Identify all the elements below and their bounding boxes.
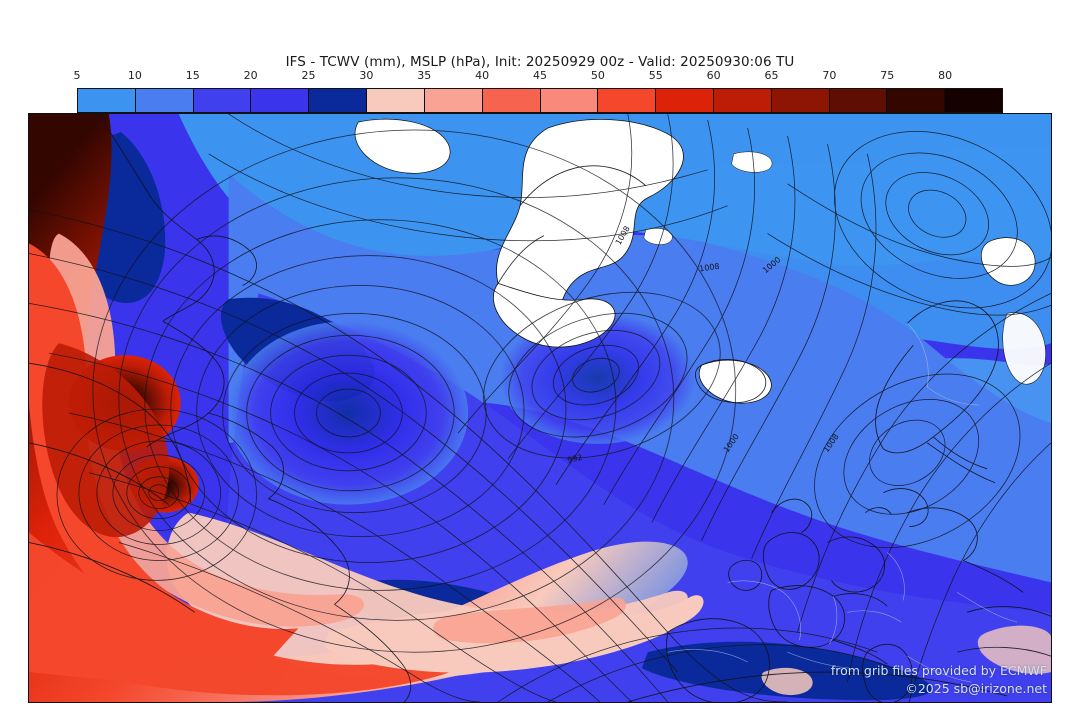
colorbar-tick-65: 65 bbox=[764, 69, 779, 82]
colorbar-tick-30: 30 bbox=[359, 69, 374, 82]
svg-text:1008: 1008 bbox=[699, 262, 720, 274]
tcwv-south-tongue-core bbox=[433, 597, 627, 644]
colorbar-swatch-7 bbox=[482, 89, 541, 112]
colorbar-swatch-1 bbox=[135, 89, 194, 112]
colorbar-swatch-6 bbox=[424, 89, 483, 112]
small-island-mask-a bbox=[643, 228, 673, 245]
colorbar-swatch-15 bbox=[945, 89, 1002, 112]
colorbar-tick-35: 35 bbox=[417, 69, 432, 82]
small-island-mask-b bbox=[731, 151, 773, 173]
coastlines bbox=[29, 114, 1051, 702]
colorbar-tick-80: 80 bbox=[938, 69, 953, 82]
colorbar-swatches bbox=[77, 88, 1003, 113]
colorbar-swatch-10 bbox=[656, 89, 714, 112]
colorbar-swatch-14 bbox=[887, 89, 946, 112]
colorbar-tick-70: 70 bbox=[822, 69, 837, 82]
colorbar-swatch-3 bbox=[251, 89, 310, 112]
colorbar-swatch-0 bbox=[78, 89, 136, 112]
tcwv-red-band-2 bbox=[29, 532, 467, 696]
colorbar-swatch-12 bbox=[771, 89, 830, 112]
colorbar-swatch-2 bbox=[193, 89, 252, 112]
colorbar-swatch-9 bbox=[598, 89, 657, 112]
svalbard-mask bbox=[980, 237, 1036, 286]
colorbar-tick-60: 60 bbox=[706, 69, 721, 82]
norway-coast-mask bbox=[1002, 312, 1047, 385]
baffin-mask bbox=[354, 118, 451, 174]
colorbar-tick-75: 75 bbox=[880, 69, 895, 82]
tcwv-dark-red-band bbox=[42, 343, 170, 538]
colorbar-tick-labels: 5 10 15 20 25 30 35 40 45 50 55 60 65 70 75 80 bbox=[73, 69, 1003, 85]
colorbar-tick-15: 15 bbox=[185, 69, 200, 82]
svg-text:992: 992 bbox=[566, 453, 583, 465]
colorbar-swatch-5 bbox=[367, 89, 425, 112]
colorbar-swatch-11 bbox=[713, 89, 772, 112]
map-frame[interactable]: 1008 1000 992 1000 1008 1008 bbox=[28, 113, 1052, 703]
page-title: IFS - TCWV (mm), MSLP (hPa), Init: 20250… bbox=[285, 54, 795, 70]
mslp-contours bbox=[29, 114, 1051, 702]
colorbar-tick-50: 50 bbox=[590, 69, 605, 82]
colorbar-swatch-13 bbox=[829, 89, 888, 112]
colorbar-tick-20: 20 bbox=[243, 69, 258, 82]
colorbar-swatch-4 bbox=[309, 89, 368, 112]
tcwv-red-band bbox=[29, 243, 299, 673]
tcwv-aegean-patch bbox=[761, 667, 813, 696]
colorbar-tick-40: 40 bbox=[475, 69, 490, 82]
colorbar-tick-45: 45 bbox=[533, 69, 547, 82]
greenland-mask bbox=[496, 119, 684, 325]
political-borders bbox=[667, 323, 1018, 683]
weather-map[interactable]: 1008 1000 992 1000 1008 1008 bbox=[29, 114, 1051, 702]
colorbar-tick-55: 55 bbox=[648, 69, 663, 82]
colorbar-tick-10: 10 bbox=[127, 69, 142, 82]
colorbar-tick-25: 25 bbox=[301, 69, 316, 82]
colorbar-swatch-8 bbox=[540, 89, 599, 112]
colorbar-tick-5: 5 bbox=[73, 69, 81, 82]
tcwv-turkey-patch bbox=[977, 625, 1051, 674]
colorbar: 5 10 15 20 25 30 35 40 45 50 55 60 65 70 75 80 bbox=[74, 69, 1003, 113]
